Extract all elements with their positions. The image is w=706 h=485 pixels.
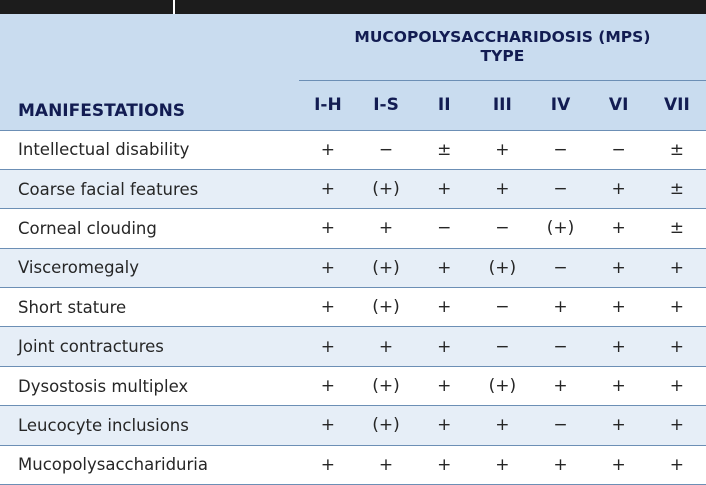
title-spacer	[0, 14, 299, 81]
value-cell: +	[473, 169, 532, 210]
mps-manifestations-table: MUCOPOLYSACCHARIDOSIS (MPS) TYPE MANIFES…	[0, 14, 706, 485]
value-cell: +	[298, 405, 357, 446]
manifestation-cell: Mucopolysacchariduria	[0, 445, 299, 485]
value-cell: +	[298, 445, 357, 485]
manifestation-cell: Visceromegaly	[0, 248, 299, 289]
type-header-iii: III	[473, 80, 532, 131]
value-cell: (+)	[356, 169, 416, 210]
table-row: Visceromegaly + (+) + (+) − + +	[0, 248, 706, 289]
type-header-vi: VI	[589, 80, 648, 131]
value-cell: ±	[647, 130, 706, 170]
value-cell: ±	[647, 208, 706, 249]
value-cell: −	[473, 326, 532, 367]
top-bar-divider	[173, 0, 175, 14]
manifestation-cell: Intellectual disability	[0, 130, 299, 170]
value-cell: (+)	[356, 366, 416, 407]
table-row: Joint contractures + + + − − + +	[0, 326, 706, 367]
value-cell: −	[531, 130, 590, 170]
value-cell: (+)	[356, 287, 416, 328]
value-cell: +	[589, 326, 648, 367]
value-cell: ±	[415, 130, 474, 170]
table-title-row: MUCOPOLYSACCHARIDOSIS (MPS) TYPE	[0, 14, 706, 81]
value-cell: +	[298, 326, 357, 367]
value-cell: +	[415, 405, 474, 446]
value-cell: ±	[647, 169, 706, 210]
manifestation-cell: Dysostosis multiplex	[0, 366, 299, 407]
table-row: Mucopolysacchariduria + + + + + + +	[0, 445, 706, 485]
value-cell: +	[589, 445, 648, 485]
value-cell: (+)	[473, 366, 532, 407]
value-cell: +	[647, 445, 706, 485]
top-bar	[0, 0, 706, 14]
type-header-ii: II	[415, 80, 474, 131]
value-cell: +	[589, 405, 648, 446]
value-cell: −	[531, 169, 590, 210]
value-cell: +	[415, 248, 474, 289]
table-row: Dysostosis multiplex + (+) + (+) + + +	[0, 366, 706, 407]
value-cell: −	[531, 405, 590, 446]
value-cell: (+)	[356, 248, 416, 289]
value-cell: −	[415, 208, 474, 249]
manifestation-cell: Leucocyte inclusions	[0, 405, 299, 446]
manifestation-cell: Short stature	[0, 287, 299, 328]
value-cell: +	[356, 445, 416, 485]
value-cell: +	[298, 169, 357, 210]
value-cell: +	[415, 366, 474, 407]
value-cell: −	[589, 130, 648, 170]
value-cell: +	[356, 326, 416, 367]
value-cell: +	[473, 445, 532, 485]
group-title: MUCOPOLYSACCHARIDOSIS (MPS) TYPE	[298, 14, 706, 81]
value-cell: (+)	[356, 405, 416, 446]
value-cell: +	[589, 169, 648, 210]
manifestation-cell: Joint contractures	[0, 326, 299, 367]
value-cell: +	[531, 366, 590, 407]
group-title-line1: MUCOPOLYSACCHARIDOSIS (MPS)	[354, 28, 651, 46]
table-body: Intellectual disability + − ± + − − ± Coarse fac…	[0, 130, 706, 485]
value-cell: +	[356, 208, 416, 249]
value-cell: −	[531, 248, 590, 289]
value-cell: −	[473, 287, 532, 328]
column-header-row: MANIFESTATIONS I-H I-S II III IV VI VII	[0, 80, 706, 131]
manifestation-cell: Coarse facial features	[0, 169, 299, 210]
value-cell: (+)	[473, 248, 532, 289]
table-row: Leucocyte inclusions + (+) + + − + +	[0, 405, 706, 446]
table-row: Intellectual disability + − ± + − − ±	[0, 130, 706, 170]
value-cell: −	[531, 326, 590, 367]
value-cell: +	[647, 366, 706, 407]
value-cell: +	[298, 287, 357, 328]
value-cell: −	[356, 130, 416, 170]
manifestation-cell: Corneal clouding	[0, 208, 299, 249]
value-cell: +	[415, 287, 474, 328]
type-header-i-h: I-H	[298, 80, 357, 131]
value-cell: +	[589, 208, 648, 249]
value-cell: +	[298, 366, 357, 407]
value-cell: +	[531, 287, 590, 328]
table-row: Coarse facial features + (+) + + − + ±	[0, 169, 706, 210]
value-cell: +	[647, 248, 706, 289]
value-cell: +	[473, 130, 532, 170]
value-cell: +	[531, 445, 590, 485]
value-cell: +	[647, 405, 706, 446]
value-cell: +	[415, 445, 474, 485]
value-cell: +	[589, 248, 648, 289]
type-header-vii: VII	[647, 80, 706, 131]
value-cell: +	[473, 405, 532, 446]
value-cell: (+)	[531, 208, 590, 249]
value-cell: +	[415, 326, 474, 367]
value-cell: +	[298, 248, 357, 289]
table-row: Corneal clouding + + − − (+) + ±	[0, 208, 706, 249]
value-cell: +	[415, 169, 474, 210]
table-row: Short stature + (+) + − + + +	[0, 287, 706, 328]
value-cell: +	[589, 287, 648, 328]
value-cell: +	[589, 366, 648, 407]
value-cell: +	[647, 287, 706, 328]
type-header-i-s: I-S	[356, 80, 416, 131]
value-cell: −	[473, 208, 532, 249]
value-cell: +	[298, 130, 357, 170]
group-title-line2: TYPE	[480, 47, 525, 65]
manifestations-header: MANIFESTATIONS	[0, 80, 299, 131]
type-header-iv: IV	[531, 80, 590, 131]
value-cell: +	[647, 326, 706, 367]
value-cell: +	[298, 208, 357, 249]
